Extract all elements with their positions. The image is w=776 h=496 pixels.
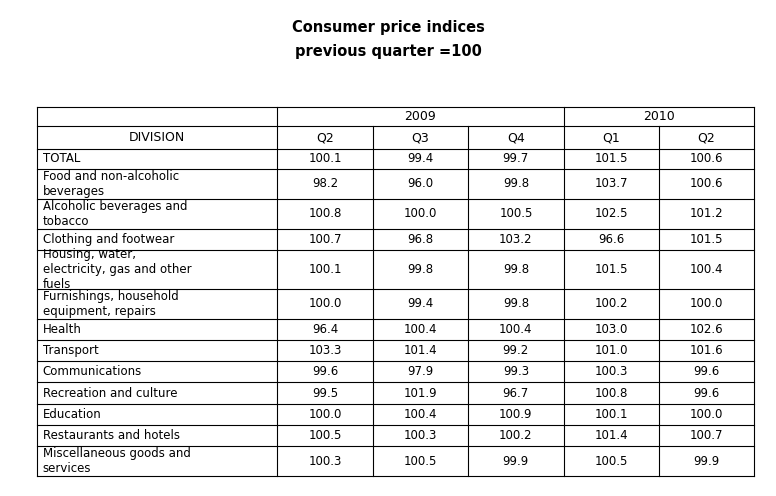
Text: 100.4: 100.4 <box>499 323 532 336</box>
Text: 96.6: 96.6 <box>598 233 625 246</box>
Text: 100.0: 100.0 <box>308 297 341 310</box>
Text: 99.6: 99.6 <box>312 366 338 378</box>
Text: 101.2: 101.2 <box>690 207 723 220</box>
Text: 103.2: 103.2 <box>499 233 532 246</box>
Text: 103.7: 103.7 <box>594 177 628 190</box>
Text: 100.7: 100.7 <box>308 233 342 246</box>
Text: 2009: 2009 <box>404 110 436 123</box>
Text: 102.5: 102.5 <box>594 207 628 220</box>
Text: 100.3: 100.3 <box>594 366 628 378</box>
Text: 99.3: 99.3 <box>503 366 529 378</box>
Text: 102.6: 102.6 <box>690 323 723 336</box>
Text: 101.5: 101.5 <box>594 152 628 165</box>
Text: 99.4: 99.4 <box>407 152 434 165</box>
Text: 96.4: 96.4 <box>312 323 338 336</box>
Text: Q1: Q1 <box>602 131 620 144</box>
Text: 100.4: 100.4 <box>404 408 437 421</box>
Text: 99.8: 99.8 <box>407 263 434 276</box>
Text: 100.6: 100.6 <box>690 177 723 190</box>
Text: 100.3: 100.3 <box>308 455 341 468</box>
Text: 100.1: 100.1 <box>594 408 628 421</box>
Text: 100.3: 100.3 <box>404 429 437 442</box>
Text: 100.5: 100.5 <box>499 207 532 220</box>
Text: 99.8: 99.8 <box>503 297 529 310</box>
Text: 2010: 2010 <box>643 110 675 123</box>
Text: 96.8: 96.8 <box>407 233 434 246</box>
Text: 96.7: 96.7 <box>503 386 529 400</box>
Text: Transport: Transport <box>43 344 99 357</box>
Text: 101.0: 101.0 <box>594 344 628 357</box>
Text: 100.0: 100.0 <box>690 408 723 421</box>
Text: 100.1: 100.1 <box>308 263 342 276</box>
Text: 100.2: 100.2 <box>594 297 628 310</box>
Text: 100.5: 100.5 <box>308 429 341 442</box>
Text: Q2: Q2 <box>317 131 334 144</box>
Text: 100.4: 100.4 <box>404 323 437 336</box>
Text: 97.9: 97.9 <box>407 366 434 378</box>
Text: 101.4: 101.4 <box>594 429 628 442</box>
Text: 101.9: 101.9 <box>404 386 438 400</box>
Text: Q2: Q2 <box>698 131 715 144</box>
Text: 100.0: 100.0 <box>404 207 437 220</box>
Text: 103.0: 103.0 <box>594 323 628 336</box>
Text: Miscellaneous goods and
services: Miscellaneous goods and services <box>43 447 191 475</box>
Text: 100.8: 100.8 <box>308 207 341 220</box>
Text: Education: Education <box>43 408 102 421</box>
Text: 99.8: 99.8 <box>503 263 529 276</box>
Text: 99.6: 99.6 <box>694 386 719 400</box>
Text: 99.6: 99.6 <box>694 366 719 378</box>
Text: 103.3: 103.3 <box>308 344 341 357</box>
Text: Restaurants and hotels: Restaurants and hotels <box>43 429 180 442</box>
Text: 100.0: 100.0 <box>690 297 723 310</box>
Text: 96.0: 96.0 <box>407 177 434 190</box>
Text: Health: Health <box>43 323 81 336</box>
Text: Alcoholic beverages and
tobacco: Alcoholic beverages and tobacco <box>43 199 187 228</box>
Text: 101.4: 101.4 <box>404 344 438 357</box>
Text: 98.2: 98.2 <box>312 177 338 190</box>
Text: TOTAL: TOTAL <box>43 152 80 165</box>
Text: 100.4: 100.4 <box>690 263 723 276</box>
Text: 99.2: 99.2 <box>503 344 529 357</box>
Text: 100.1: 100.1 <box>308 152 342 165</box>
Text: 100.7: 100.7 <box>690 429 723 442</box>
Text: 100.2: 100.2 <box>499 429 532 442</box>
Text: 100.5: 100.5 <box>594 455 628 468</box>
Text: Food and non-alcoholic
beverages: Food and non-alcoholic beverages <box>43 170 178 197</box>
Text: DIVISION: DIVISION <box>130 131 185 144</box>
Text: previous quarter =100: previous quarter =100 <box>295 44 481 59</box>
Text: Q3: Q3 <box>411 131 429 144</box>
Text: Communications: Communications <box>43 366 142 378</box>
Text: 100.5: 100.5 <box>404 455 437 468</box>
Text: 100.9: 100.9 <box>499 408 532 421</box>
Text: 100.8: 100.8 <box>594 386 628 400</box>
Text: 99.7: 99.7 <box>503 152 529 165</box>
Text: 99.5: 99.5 <box>312 386 338 400</box>
Text: 101.5: 101.5 <box>690 233 723 246</box>
Text: 101.6: 101.6 <box>690 344 723 357</box>
Text: 99.4: 99.4 <box>407 297 434 310</box>
Text: Recreation and culture: Recreation and culture <box>43 386 177 400</box>
Text: Clothing and footwear: Clothing and footwear <box>43 233 174 246</box>
Text: Furnishings, household
equipment, repairs: Furnishings, household equipment, repair… <box>43 290 178 318</box>
Text: Housing, water,
electricity, gas and other
fuels: Housing, water, electricity, gas and oth… <box>43 248 192 291</box>
Text: Consumer price indices: Consumer price indices <box>292 20 484 35</box>
Text: 100.0: 100.0 <box>308 408 341 421</box>
Text: 99.8: 99.8 <box>503 177 529 190</box>
Text: Q4: Q4 <box>507 131 525 144</box>
Text: 100.6: 100.6 <box>690 152 723 165</box>
Text: 99.9: 99.9 <box>503 455 529 468</box>
Text: 99.9: 99.9 <box>694 455 719 468</box>
Text: 101.5: 101.5 <box>594 263 628 276</box>
